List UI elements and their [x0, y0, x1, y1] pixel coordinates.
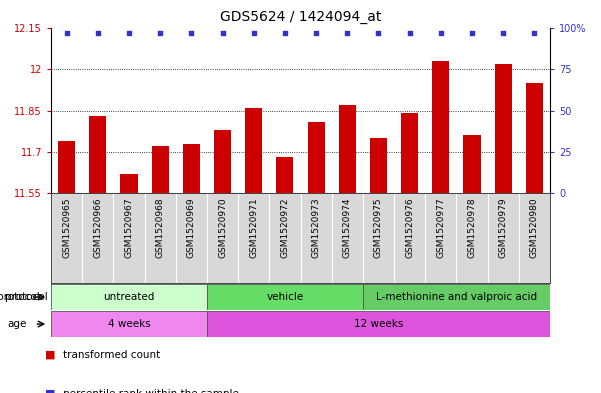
Text: GSM1520965: GSM1520965 — [62, 198, 71, 258]
Bar — [432, 61, 450, 193]
Bar — [214, 130, 231, 193]
Bar — [183, 143, 200, 193]
Point — [249, 30, 258, 36]
Point — [374, 30, 383, 36]
Point — [218, 30, 227, 36]
Bar — [339, 105, 356, 193]
Title: GDS5624 / 1424094_at: GDS5624 / 1424094_at — [220, 10, 381, 24]
Bar — [207, 284, 363, 310]
Bar — [120, 174, 138, 193]
Text: 4 weeks: 4 weeks — [108, 319, 150, 329]
Text: GSM1520980: GSM1520980 — [530, 198, 539, 258]
Text: protocol: protocol — [0, 292, 40, 302]
Bar — [495, 64, 511, 193]
Bar — [308, 121, 325, 193]
Text: GSM1520976: GSM1520976 — [405, 198, 414, 258]
Bar — [51, 284, 207, 310]
Text: GSM1520978: GSM1520978 — [468, 198, 477, 258]
Text: L-methionine and valproic acid: L-methionine and valproic acid — [376, 292, 537, 302]
Text: 12 weeks: 12 weeks — [354, 319, 403, 329]
Point — [93, 30, 103, 36]
Bar — [51, 311, 207, 337]
Text: percentile rank within the sample: percentile rank within the sample — [63, 389, 239, 393]
Point — [124, 30, 134, 36]
Point — [343, 30, 352, 36]
Bar — [370, 138, 387, 193]
Point — [280, 30, 290, 36]
Text: GSM1520970: GSM1520970 — [218, 198, 227, 258]
Point — [62, 30, 72, 36]
Bar — [401, 113, 418, 193]
Text: GSM1520966: GSM1520966 — [93, 198, 102, 258]
Bar — [207, 311, 550, 337]
Text: GSM1520968: GSM1520968 — [156, 198, 165, 258]
Point — [405, 30, 415, 36]
Text: GSM1520973: GSM1520973 — [311, 198, 320, 258]
Text: GSM1520972: GSM1520972 — [281, 198, 290, 258]
Text: GSM1520971: GSM1520971 — [249, 198, 258, 258]
Bar — [363, 284, 550, 310]
Text: GSM1520967: GSM1520967 — [124, 198, 133, 258]
Text: protocol: protocol — [5, 292, 48, 302]
Bar — [151, 146, 169, 193]
Text: GSM1520969: GSM1520969 — [187, 198, 196, 258]
Bar — [276, 157, 293, 193]
Point — [467, 30, 477, 36]
Bar — [463, 135, 481, 193]
Text: GSM1520979: GSM1520979 — [499, 198, 508, 258]
Point — [436, 30, 445, 36]
Bar — [526, 83, 543, 193]
Text: ■: ■ — [45, 350, 55, 360]
Point — [498, 30, 508, 36]
Text: ■: ■ — [45, 389, 55, 393]
Point — [529, 30, 539, 36]
Bar — [90, 116, 106, 193]
Text: vehicle: vehicle — [266, 292, 304, 302]
Point — [156, 30, 165, 36]
Point — [311, 30, 321, 36]
Text: GSM1520974: GSM1520974 — [343, 198, 352, 258]
Text: untreated: untreated — [103, 292, 154, 302]
Text: transformed count: transformed count — [63, 350, 160, 360]
Text: GSM1520975: GSM1520975 — [374, 198, 383, 258]
Bar — [58, 141, 75, 193]
Bar — [245, 108, 262, 193]
Text: GSM1520977: GSM1520977 — [436, 198, 445, 258]
Point — [186, 30, 196, 36]
Text: age: age — [7, 319, 26, 329]
